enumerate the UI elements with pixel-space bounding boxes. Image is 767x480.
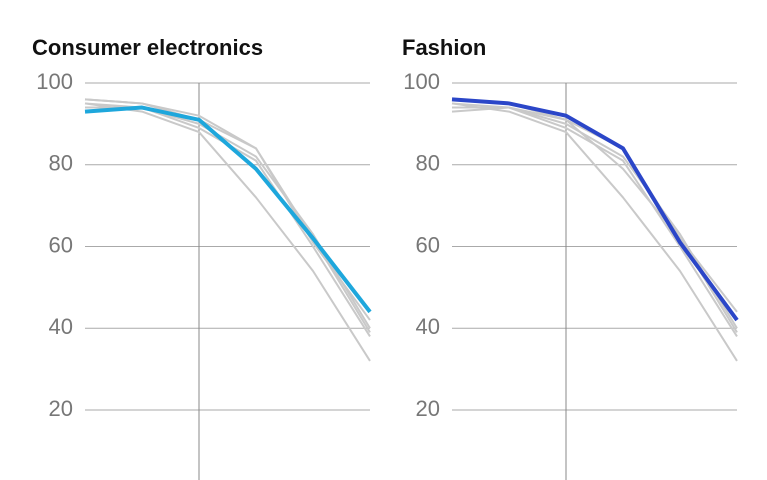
line	[451, 102, 738, 337]
y-tick-label: 80	[49, 151, 73, 176]
line	[84, 102, 371, 337]
line	[84, 102, 371, 362]
chart-title: Consumer electronics	[32, 35, 263, 60]
line	[451, 102, 738, 362]
line	[451, 106, 738, 313]
y-tick-label: 60	[49, 232, 73, 257]
y-tick-label: 40	[416, 314, 440, 339]
chart-title: Fashion	[402, 35, 486, 60]
y-tick-label: 20	[416, 396, 440, 421]
highlight-line	[451, 97, 739, 322]
y-tick-label: 20	[49, 396, 73, 421]
line	[84, 98, 371, 321]
y-tick-label: 60	[416, 232, 440, 257]
y-tick-label: 100	[403, 69, 440, 94]
y-tick-label: 80	[416, 151, 440, 176]
line	[84, 98, 371, 333]
y-tick-label: 100	[36, 69, 73, 94]
highlight-line	[84, 105, 372, 314]
y-tick-label: 40	[49, 314, 73, 339]
